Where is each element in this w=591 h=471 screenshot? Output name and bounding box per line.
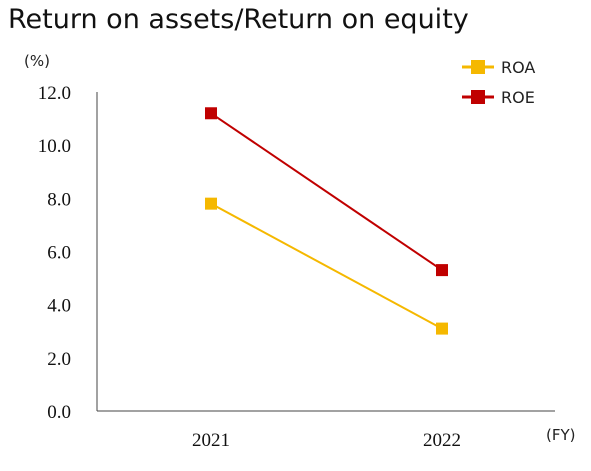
legend-marker-roa — [471, 60, 485, 74]
y-tick-label: 0.0 — [47, 402, 71, 423]
data-point-roa-2022 — [436, 322, 448, 335]
data-point-roe-2021 — [205, 107, 217, 120]
x-tick-label: 2021 — [192, 430, 230, 451]
y-axis-ticks: 0.0 2.0 4.0 6.0 8.0 10.0 12.0 — [38, 83, 71, 423]
series-line-roe — [210, 112, 443, 271]
data-point-roe-2022 — [436, 264, 448, 277]
series-layer — [205, 107, 448, 335]
x-axis-ticks: 2021 2022 — [192, 430, 461, 451]
y-tick-label: 6.0 — [47, 243, 71, 264]
x-axis-unit-label: (FY) — [546, 426, 576, 444]
chart-axes — [96, 92, 555, 412]
data-point-roa-2021 — [205, 197, 217, 210]
chart-title: Return on assets/Return on equity — [8, 4, 469, 35]
x-tick-label: 2022 — [423, 430, 461, 451]
y-tick-label: 8.0 — [47, 189, 71, 210]
y-tick-label: 12.0 — [38, 83, 71, 104]
legend-label-roa: ROA — [501, 58, 535, 77]
y-axis-unit-label: (%) — [24, 52, 50, 70]
y-tick-label: 10.0 — [38, 136, 71, 157]
series-line-roa — [210, 202, 443, 330]
y-tick-label: 2.0 — [47, 349, 71, 370]
y-tick-label: 4.0 — [47, 296, 71, 317]
legend-marker-roe — [471, 90, 485, 104]
legend-label-roe: ROE — [501, 88, 535, 107]
legend: ROA ROE — [462, 58, 535, 107]
